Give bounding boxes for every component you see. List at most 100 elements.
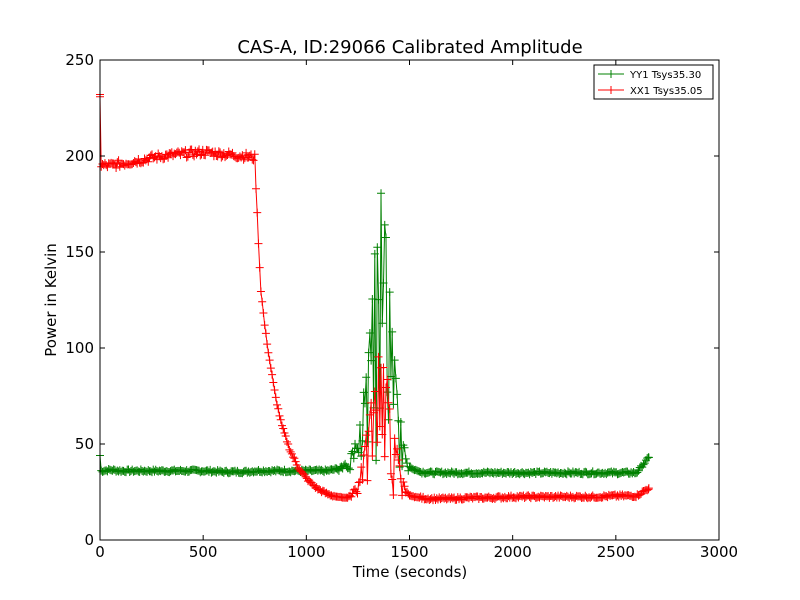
data-point (391, 374, 400, 383)
data-point (378, 430, 387, 439)
data-point (259, 309, 268, 318)
data-point (639, 460, 648, 469)
x-tick-label: 500 (189, 543, 218, 561)
series-xx1 (96, 90, 653, 505)
y-tick-label: 50 (75, 435, 94, 453)
data-point (282, 437, 291, 446)
data-point (276, 415, 285, 424)
data-point (377, 189, 386, 198)
data-point (260, 321, 269, 330)
x-tick-label: 1000 (287, 543, 325, 561)
data-point (396, 418, 405, 427)
data-point (379, 278, 388, 287)
data-point (388, 327, 397, 336)
data-point (644, 484, 653, 493)
data-point (389, 400, 398, 409)
data-point (390, 356, 399, 365)
data-point (159, 155, 168, 164)
data-point (261, 329, 270, 338)
data-point (393, 444, 402, 453)
y-tick-label: 150 (65, 243, 94, 261)
data-point (400, 443, 409, 452)
data-point (390, 434, 399, 443)
x-axis-label: Time (seconds) (352, 563, 468, 581)
series-yy1 (96, 189, 653, 479)
data-point (289, 453, 298, 462)
data-point (379, 363, 388, 372)
data-point (195, 145, 204, 154)
data-point (400, 482, 409, 491)
data-point (388, 475, 397, 484)
data-point (373, 243, 382, 252)
data-point (372, 456, 381, 465)
data-point (393, 390, 402, 399)
x-tick-label: 2500 (597, 543, 635, 561)
data-point (375, 422, 384, 431)
data-point (374, 352, 383, 361)
data-point (372, 406, 381, 415)
data-point (250, 150, 259, 159)
x-tick-label: 0 (95, 543, 105, 561)
data-point (374, 295, 383, 304)
data-point (266, 364, 275, 373)
data-point (239, 155, 248, 164)
data-point (383, 375, 392, 384)
data-point (373, 438, 382, 447)
data-point (363, 437, 372, 446)
data-point (394, 456, 403, 465)
data-point (357, 463, 366, 472)
data-point (385, 288, 394, 297)
y-tick-label: 100 (65, 339, 94, 357)
data-point (381, 383, 390, 392)
data-point (633, 468, 642, 477)
data-point (269, 378, 278, 387)
legend-box (593, 64, 714, 100)
data-point (401, 454, 410, 463)
data-point (249, 156, 258, 165)
data-point (275, 411, 284, 420)
data-point (370, 249, 379, 258)
data-point (112, 164, 121, 173)
data-point (391, 450, 400, 459)
data-point (359, 450, 368, 459)
data-point (353, 444, 362, 453)
data-point (351, 439, 360, 448)
data-point (364, 348, 373, 357)
data-point (348, 447, 357, 456)
data-point (359, 388, 368, 397)
data-point (255, 263, 264, 272)
legend-label-xx1: XX1 Tsys35.05 (630, 86, 703, 97)
data-point (358, 475, 367, 484)
data-point (365, 329, 374, 338)
ticks-layer: 0 500 1000 1500 2000 2500 3000 0 50 100 150 200 250 (65, 51, 738, 561)
y-axis-label: Power in Kelvin (42, 243, 60, 357)
data-point (113, 158, 122, 167)
data-point (263, 340, 272, 349)
data-point (290, 454, 299, 463)
data-point (270, 386, 279, 395)
data-point (344, 464, 353, 473)
data-point (362, 373, 371, 382)
legend-marker-yy1 (607, 70, 615, 78)
data-point (378, 319, 387, 328)
data-point (644, 453, 653, 462)
data-point (399, 477, 408, 486)
data-point (248, 155, 257, 164)
data-point (251, 184, 260, 193)
legend-label-yy1: YY1 Tsys35.30 (629, 70, 701, 81)
legend: YY1 Tsys35.30 XX1 Tsys35.05 (593, 64, 714, 100)
data-point (160, 154, 169, 163)
data-point (273, 400, 282, 409)
data-point (256, 287, 265, 296)
data-point (265, 356, 274, 365)
data-point (395, 461, 404, 470)
y-tick-label: 200 (65, 147, 94, 165)
data-point (201, 151, 210, 160)
data-point (643, 454, 652, 463)
data-point (268, 370, 277, 379)
data-point (301, 472, 310, 481)
data-point (368, 294, 377, 303)
data-point (258, 297, 267, 306)
x-tick-label: 1500 (390, 543, 428, 561)
